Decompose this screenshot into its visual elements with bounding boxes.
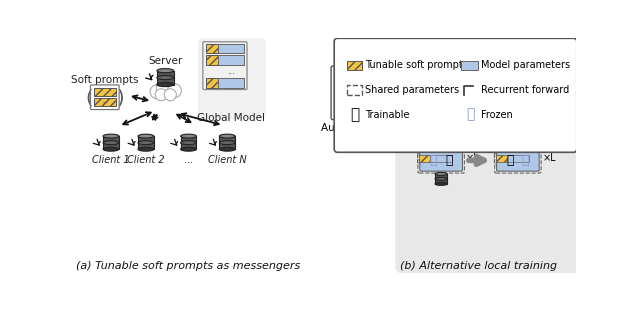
Text: 🌀: 🌀 bbox=[467, 108, 475, 121]
Text: ×L: ×L bbox=[543, 153, 556, 163]
Bar bbox=[430, 137, 452, 145]
Bar bbox=[507, 155, 529, 162]
Ellipse shape bbox=[180, 141, 196, 145]
Text: Trainable: Trainable bbox=[365, 110, 410, 120]
Circle shape bbox=[164, 89, 177, 101]
Ellipse shape bbox=[138, 134, 154, 138]
Bar bbox=[507, 128, 529, 136]
Bar bbox=[430, 155, 452, 162]
Bar bbox=[435, 174, 447, 184]
Ellipse shape bbox=[435, 177, 447, 180]
Bar bbox=[103, 136, 119, 149]
Text: Auxiliary Model: Auxiliary Model bbox=[321, 123, 401, 133]
Text: Client 1: Client 1 bbox=[92, 155, 130, 165]
Text: Frozen: Frozen bbox=[481, 110, 513, 120]
Text: ...: ... bbox=[101, 96, 108, 105]
Bar bbox=[419, 155, 430, 162]
Bar bbox=[205, 78, 218, 88]
FancyBboxPatch shape bbox=[396, 115, 580, 273]
Ellipse shape bbox=[103, 134, 119, 138]
Circle shape bbox=[167, 84, 181, 98]
Bar bbox=[347, 81, 381, 106]
Text: (b) Alternative local training: (b) Alternative local training bbox=[400, 261, 557, 271]
FancyBboxPatch shape bbox=[198, 38, 266, 119]
Text: (: ( bbox=[86, 88, 93, 107]
Circle shape bbox=[150, 85, 164, 99]
Text: Model parameters: Model parameters bbox=[481, 60, 571, 70]
Text: Soft prompts: Soft prompts bbox=[71, 74, 138, 85]
Text: 🌀: 🌀 bbox=[522, 154, 529, 167]
Text: Client 2: Client 2 bbox=[127, 155, 164, 165]
Bar bbox=[205, 55, 218, 64]
Text: 🔥: 🔥 bbox=[506, 154, 514, 167]
Text: 🔥: 🔥 bbox=[350, 107, 359, 122]
Text: 🌀: 🌀 bbox=[429, 154, 437, 167]
Text: Global Model
Alignment: Global Model Alignment bbox=[408, 118, 476, 140]
Bar bbox=[94, 98, 116, 106]
Ellipse shape bbox=[180, 147, 196, 151]
Ellipse shape bbox=[435, 172, 447, 175]
Text: ...: ... bbox=[438, 145, 445, 154]
Bar bbox=[94, 88, 116, 96]
Bar bbox=[218, 55, 244, 64]
Text: ...: ... bbox=[515, 145, 522, 154]
Text: Client N: Client N bbox=[208, 155, 246, 165]
Text: ...: ... bbox=[227, 67, 235, 76]
Ellipse shape bbox=[103, 147, 119, 151]
Ellipse shape bbox=[220, 147, 235, 151]
Text: ): ) bbox=[116, 88, 124, 107]
Text: Tunable soft prompts: Tunable soft prompts bbox=[365, 60, 468, 70]
Bar bbox=[419, 137, 430, 145]
Text: ...: ... bbox=[184, 155, 193, 165]
Text: ×L: ×L bbox=[387, 81, 401, 91]
Text: Local Knowledge
Capturing: Local Knowledge Capturing bbox=[474, 118, 562, 140]
Bar bbox=[180, 136, 196, 149]
Text: Server: Server bbox=[148, 56, 182, 66]
Circle shape bbox=[155, 89, 167, 101]
Ellipse shape bbox=[435, 182, 447, 185]
Circle shape bbox=[156, 79, 174, 97]
FancyBboxPatch shape bbox=[497, 150, 539, 171]
Ellipse shape bbox=[157, 75, 173, 80]
Ellipse shape bbox=[103, 141, 119, 145]
Bar bbox=[220, 136, 235, 149]
Ellipse shape bbox=[180, 134, 196, 138]
Bar bbox=[419, 128, 430, 136]
FancyBboxPatch shape bbox=[420, 150, 463, 171]
Text: (a) Tunable soft prompts as messengers: (a) Tunable soft prompts as messengers bbox=[76, 261, 301, 271]
Ellipse shape bbox=[157, 69, 173, 73]
Bar bbox=[461, 61, 478, 70]
Bar bbox=[334, 100, 345, 109]
Bar bbox=[334, 80, 345, 88]
Text: ...: ... bbox=[342, 98, 349, 107]
Bar bbox=[496, 155, 507, 162]
Bar bbox=[218, 78, 244, 88]
Text: 🔥: 🔥 bbox=[445, 154, 452, 167]
FancyBboxPatch shape bbox=[334, 38, 577, 152]
Bar bbox=[496, 137, 507, 145]
Bar bbox=[138, 136, 154, 149]
Ellipse shape bbox=[157, 82, 173, 87]
Text: Recurrent forward: Recurrent forward bbox=[481, 85, 570, 95]
Bar bbox=[157, 71, 173, 85]
Text: ×L: ×L bbox=[466, 153, 479, 163]
Bar bbox=[205, 44, 218, 53]
Bar bbox=[430, 128, 452, 136]
Bar bbox=[507, 137, 529, 145]
Text: Global Model: Global Model bbox=[197, 113, 265, 123]
Bar bbox=[496, 128, 507, 136]
Ellipse shape bbox=[220, 134, 235, 138]
Bar bbox=[218, 44, 244, 53]
Bar bbox=[334, 69, 345, 78]
Ellipse shape bbox=[220, 141, 235, 145]
Ellipse shape bbox=[138, 141, 154, 145]
Text: Shared parameters: Shared parameters bbox=[365, 85, 460, 95]
Ellipse shape bbox=[138, 147, 154, 151]
Bar bbox=[347, 61, 362, 70]
